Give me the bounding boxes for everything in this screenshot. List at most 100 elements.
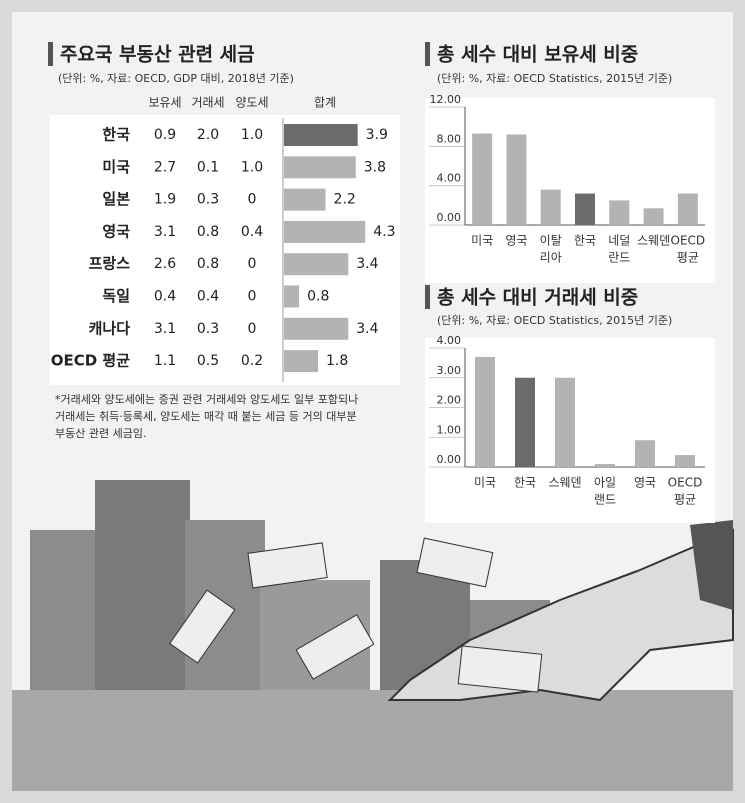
table-panel bbox=[50, 115, 400, 385]
x-tick-label: OECD bbox=[671, 234, 706, 248]
table-cell: 0.8 bbox=[197, 224, 219, 240]
title-marker bbox=[425, 42, 430, 66]
row-label: OECD 평균 bbox=[51, 352, 130, 370]
y-tick-label: 1.00 bbox=[437, 423, 462, 436]
bar bbox=[635, 440, 655, 467]
x-tick-label: 스웨덴 bbox=[548, 476, 581, 490]
table-cell: 3.1 bbox=[154, 321, 176, 337]
money-note bbox=[247, 542, 328, 589]
y-tick-label: 4.00 bbox=[437, 172, 462, 185]
bar bbox=[284, 124, 358, 146]
ground bbox=[12, 690, 733, 791]
table-cell: 0.2 bbox=[241, 353, 263, 369]
x-tick-label: 한국 bbox=[514, 476, 536, 490]
table-cell: 1.9 bbox=[154, 192, 176, 208]
table-cell: 2.0 bbox=[197, 127, 219, 143]
column-header: 보유세 bbox=[148, 96, 181, 110]
row-label: 영국 bbox=[102, 222, 130, 240]
table-cell: 0 bbox=[248, 321, 257, 337]
y-tick-label: 3.00 bbox=[437, 364, 462, 377]
x-tick-label: 아일 bbox=[594, 476, 616, 490]
x-tick-label: 란드 bbox=[608, 251, 630, 265]
table-cell: 3.1 bbox=[154, 224, 176, 240]
money-note bbox=[416, 537, 494, 588]
table-cell: 0.1 bbox=[197, 159, 219, 175]
row-label: 독일 bbox=[102, 287, 130, 305]
sleeve bbox=[690, 520, 733, 610]
chart-subtitle: (단위: %, 자료: OECD, GDP 대비, 2018년 기준) bbox=[58, 72, 294, 85]
x-tick-label: 영국 bbox=[634, 476, 656, 490]
y-tick-label: 0.00 bbox=[437, 211, 462, 224]
footnote: *거래세와 양도세에는 증권 관련 거래세와 양도세도 일부 포함되나 bbox=[55, 392, 358, 406]
bar bbox=[540, 189, 561, 225]
table-cell: 1.1 bbox=[154, 353, 176, 369]
row-label: 프랑스 bbox=[89, 255, 131, 273]
bar bbox=[284, 220, 366, 243]
column-header: 양도세 bbox=[235, 96, 268, 110]
value-label: 4.3 bbox=[373, 224, 395, 240]
column-header: 거래세 bbox=[191, 96, 224, 110]
chart-panel bbox=[425, 98, 715, 283]
table-cell: 0.3 bbox=[197, 192, 219, 208]
bar bbox=[515, 377, 535, 467]
bar bbox=[677, 193, 698, 225]
bar bbox=[675, 455, 695, 467]
x-tick-label: 네덜 bbox=[608, 234, 630, 248]
value-label: 3.9 bbox=[366, 127, 388, 143]
y-tick-label: 8.00 bbox=[437, 132, 462, 145]
value-label: 0.8 bbox=[307, 289, 329, 305]
money-note bbox=[457, 645, 543, 693]
table-cell: 1.0 bbox=[241, 127, 263, 143]
x-tick-label: 리아 bbox=[540, 251, 562, 265]
x-tick-label: 평균 bbox=[677, 251, 699, 265]
bar bbox=[284, 156, 356, 179]
bar bbox=[284, 285, 300, 308]
footnote: 거래세는 취득·등록세, 양도세는 매각 때 붙는 세금 등 거의 대부분 bbox=[55, 410, 357, 423]
table-cell: 0.8 bbox=[197, 256, 219, 272]
row-label: 일본 bbox=[102, 190, 130, 208]
bar bbox=[475, 356, 495, 467]
y-tick-label: 12.00 bbox=[430, 93, 462, 106]
x-tick-label: 미국 bbox=[474, 476, 496, 490]
chart-subtitle: (단위: %, 자료: OECD Statistics, 2015년 기준) bbox=[437, 72, 672, 85]
column-header: 합계 bbox=[314, 96, 336, 110]
bar bbox=[284, 188, 326, 211]
table-cell: 2.7 bbox=[154, 159, 176, 175]
value-label: 2.2 bbox=[334, 192, 356, 208]
x-tick-label: 랜드 bbox=[594, 493, 616, 507]
value-label: 3.8 bbox=[364, 159, 386, 175]
table-cell: 0.9 bbox=[154, 127, 176, 143]
table-cell: 0 bbox=[248, 256, 257, 272]
chart-title: 총 세수 대비 보유세 비중 bbox=[437, 44, 638, 66]
table-cell: 0.4 bbox=[154, 289, 176, 305]
y-tick-label: 2.00 bbox=[437, 394, 462, 407]
money-note bbox=[295, 614, 375, 680]
x-tick-label: 미국 bbox=[471, 234, 493, 248]
bar bbox=[506, 134, 527, 225]
x-tick-label: 영국 bbox=[505, 234, 527, 248]
chart-subtitle: (단위: %, 자료: OECD Statistics, 2015년 기준) bbox=[437, 314, 672, 327]
y-tick-label: 0.00 bbox=[437, 453, 462, 466]
value-label: 3.4 bbox=[356, 321, 378, 337]
chart-title: 주요국 부동산 관련 세금 bbox=[60, 44, 255, 66]
x-tick-label: 평균 bbox=[674, 493, 696, 507]
bar bbox=[555, 377, 575, 467]
bar bbox=[643, 208, 664, 225]
table-cell: 1.0 bbox=[241, 159, 263, 175]
table-cell: 0.4 bbox=[241, 224, 263, 240]
title-marker bbox=[425, 285, 430, 309]
table-cell: 0.5 bbox=[197, 353, 219, 369]
money-note bbox=[169, 589, 236, 664]
chart-title: 총 세수 대비 거래세 비중 bbox=[437, 287, 638, 309]
table-cell: 0 bbox=[248, 192, 257, 208]
bar bbox=[595, 464, 615, 467]
y-tick-label: 4.00 bbox=[437, 334, 462, 347]
bar bbox=[284, 253, 349, 276]
row-label: 미국 bbox=[102, 158, 130, 176]
title-marker bbox=[48, 42, 53, 66]
x-tick-label: 스웨덴 bbox=[637, 234, 670, 248]
bar bbox=[609, 200, 630, 225]
bar bbox=[284, 350, 318, 373]
